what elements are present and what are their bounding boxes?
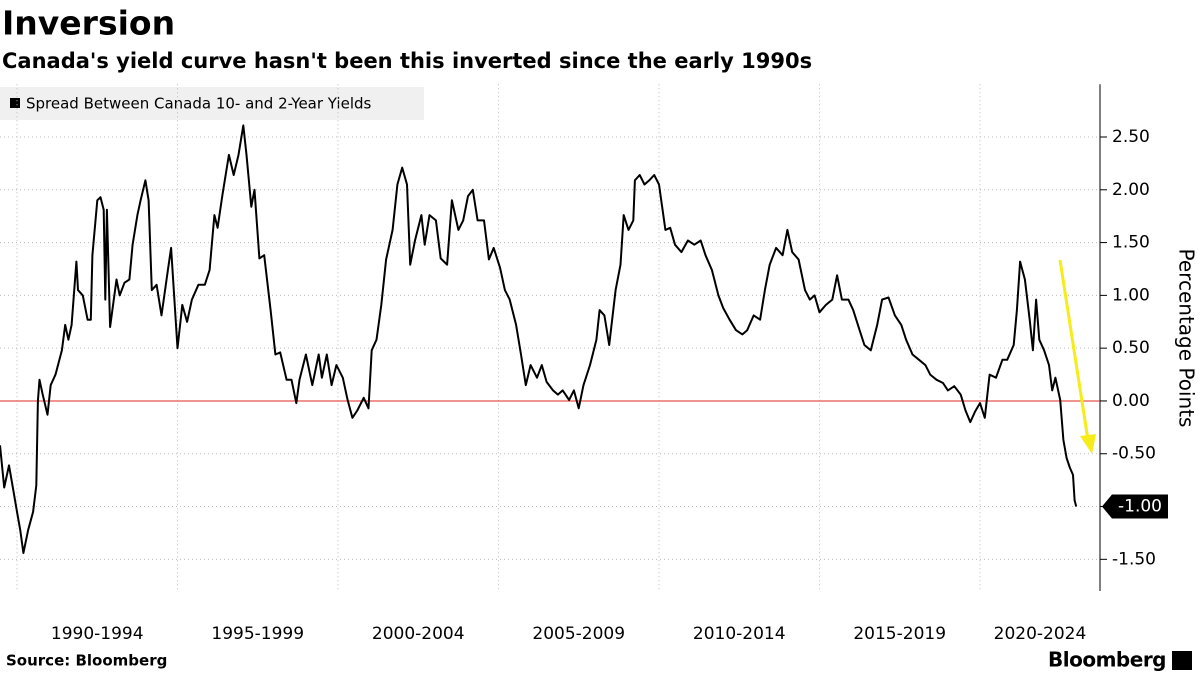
- arrow-head: [1080, 434, 1096, 454]
- arrow-annotation: [1058, 259, 1090, 441]
- brand: Bloomberg: [1048, 648, 1166, 672]
- y-tick-label: 0.50: [1112, 338, 1150, 358]
- chart-subtitle: Canada's yield curve hasn't been this in…: [2, 49, 812, 73]
- source: Source: Bloomberg: [6, 652, 167, 670]
- legend-label: Spread Between Canada 10- and 2-Year Yie…: [26, 95, 372, 113]
- x-tick-label: 2010-2014: [693, 624, 786, 644]
- y-tick-label: 2.50: [1112, 127, 1150, 147]
- series-line: [0, 124, 1078, 554]
- chart-title: Inversion: [2, 4, 175, 43]
- x-tick-label: 2015-2019: [853, 624, 946, 644]
- y-axis-label: Percentage Points: [1175, 249, 1199, 428]
- legend-background: [0, 87, 424, 120]
- y-tick-label: 1.50: [1112, 233, 1150, 253]
- last-value-label: -1.00: [1118, 497, 1162, 517]
- legend-swatch: [10, 98, 20, 108]
- y-tick-label: 1.00: [1112, 285, 1150, 305]
- y-tick-label: -0.50: [1112, 444, 1156, 464]
- x-tick-label: 2005-2009: [532, 624, 625, 644]
- last-value-box: [1102, 494, 1168, 519]
- y-tick-label: 2.00: [1112, 180, 1150, 200]
- plot: 1990-1994 1995-1999 2000-2004 2005-2009 2010…: [0, 84, 1168, 644]
- y-tick-label: -1.50: [1112, 549, 1156, 569]
- legend: Spread Between Canada 10- and 2-Year Yie…: [0, 87, 424, 120]
- x-tick-label: 2020-2024: [994, 624, 1087, 644]
- x-tick-label: 2000-2004: [372, 624, 465, 644]
- y-tick-label: 0.00: [1112, 391, 1150, 411]
- x-tick-label: 1990-1994: [51, 624, 144, 644]
- x-tick-label: 1995-1999: [211, 624, 304, 644]
- brand-icon: [1172, 651, 1192, 670]
